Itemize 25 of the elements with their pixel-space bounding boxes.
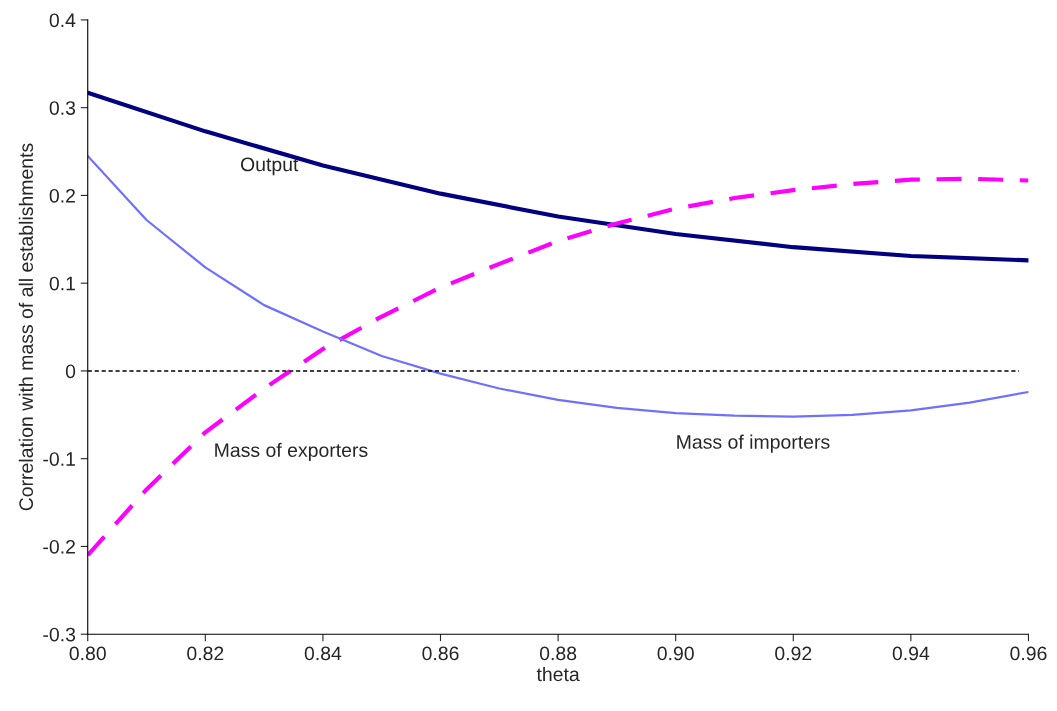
y-tick-label: 0.3 — [49, 101, 76, 115]
series-label: Output — [240, 157, 299, 176]
x-tick-label: 0.86 — [422, 646, 459, 661]
x-tick-label: 0.90 — [657, 646, 694, 661]
x-tick-label: 0.96 — [1010, 646, 1047, 661]
y-tick-label: 0.4 — [49, 13, 76, 28]
x-tick-label: 0.94 — [892, 646, 930, 661]
x-tick-label: 0.80 — [69, 646, 106, 661]
x-tick-label: 0.84 — [304, 646, 342, 661]
x-tick-label: 0.92 — [775, 646, 812, 661]
series-label: Mass of exporters — [215, 442, 368, 461]
line-series — [87, 176, 1029, 558]
y-axis-title: Correlation with mass of all establishments — [18, 143, 34, 511]
y-tick-label: 0.1 — [49, 276, 75, 291]
y-tick-label: 0.2 — [49, 188, 75, 203]
series-label: Mass of importers — [677, 434, 830, 453]
line-series — [87, 90, 1029, 263]
line-series — [87, 154, 1029, 418]
x-axis-title: theta — [536, 666, 580, 682]
y-tick-label: -0.3 — [43, 627, 76, 642]
y-tick-label: -0.2 — [43, 539, 75, 554]
x-tick-label: 0.82 — [187, 646, 224, 661]
y-tick-label: -0.1 — [43, 452, 75, 466]
y-tick-label: 0 — [65, 364, 76, 379]
x-tick-label: 0.88 — [539, 646, 577, 661]
